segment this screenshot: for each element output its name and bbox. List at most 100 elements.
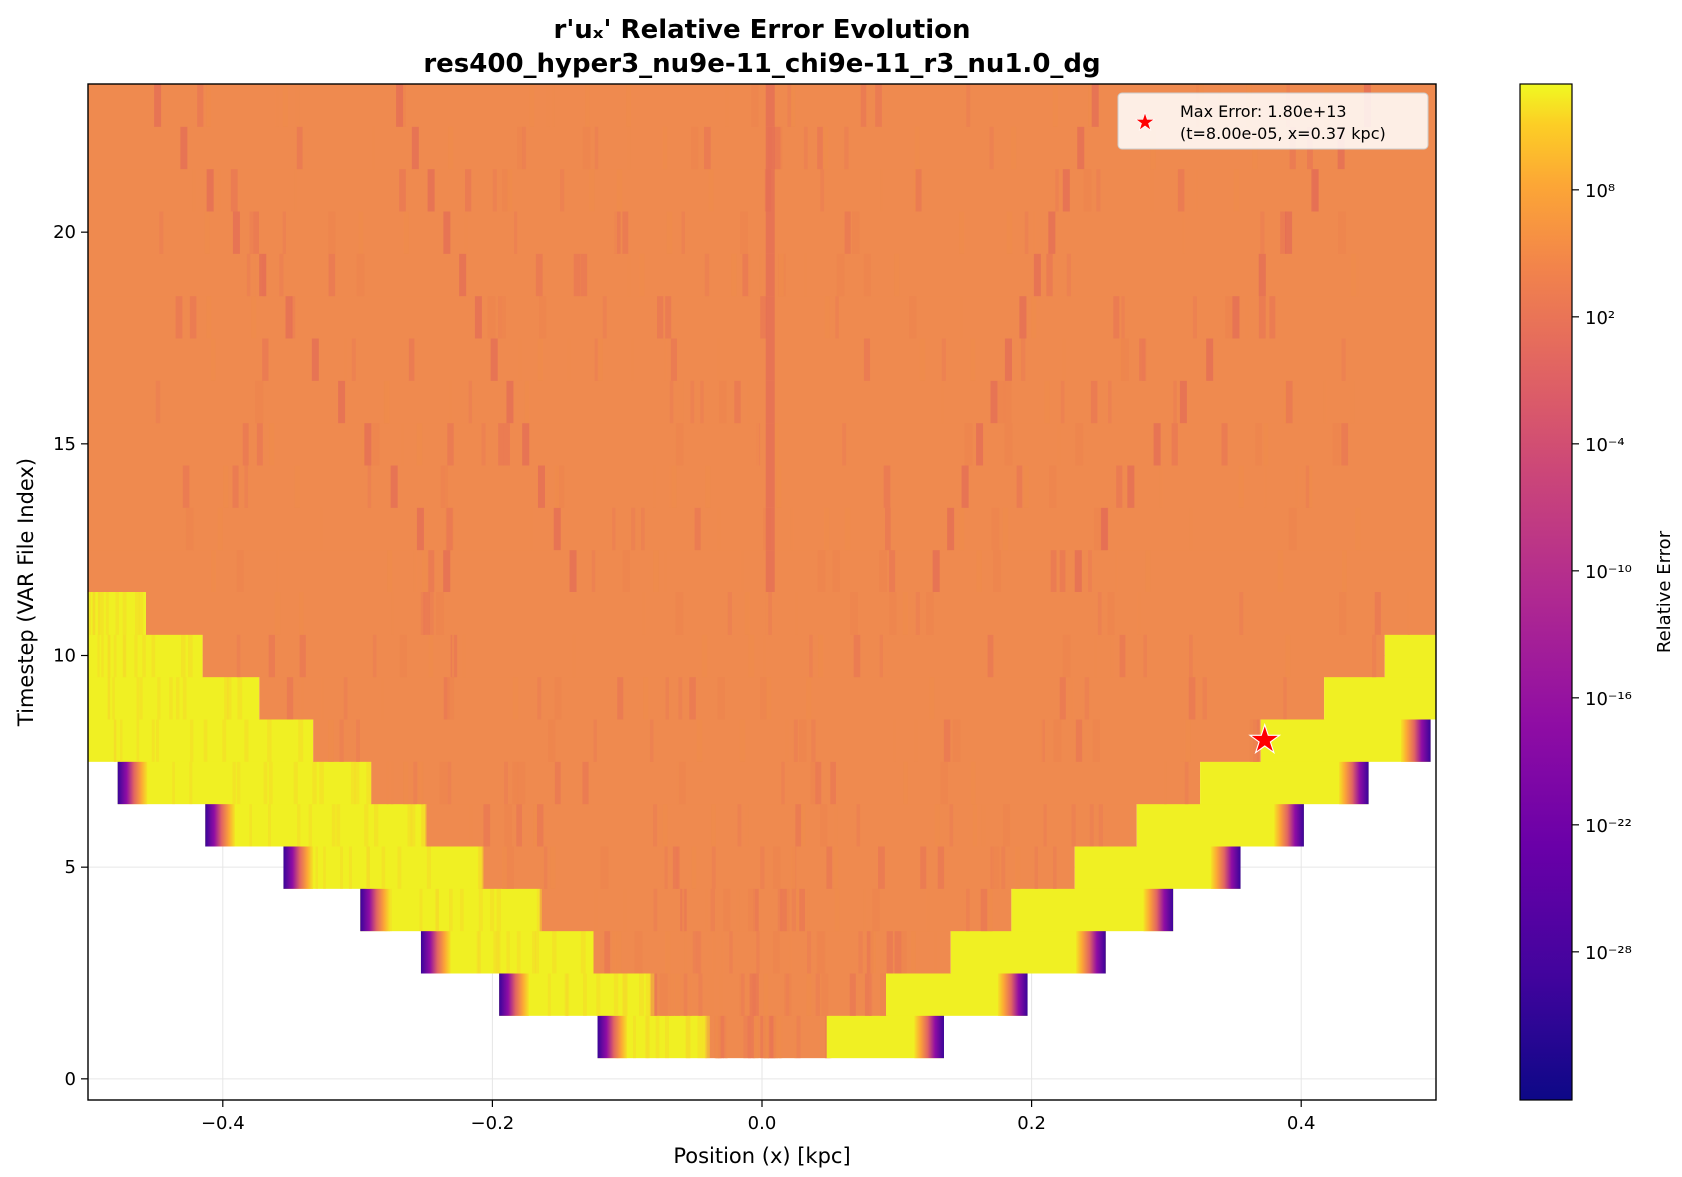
heatmap-texture — [634, 930, 643, 974]
heatmap-texture — [1016, 465, 1023, 508]
heatmap-front-texture — [645, 1015, 649, 1059]
heatmap-texture — [705, 888, 708, 932]
heatmap-texture — [1192, 295, 1197, 339]
heatmap-texture — [413, 549, 417, 593]
heatmap-texture — [588, 168, 595, 212]
heatmap-texture — [1075, 422, 1084, 466]
heatmap-texture — [886, 930, 893, 974]
heatmap-texture — [372, 126, 375, 170]
heatmap-texture — [390, 761, 394, 805]
heatmap-front-texture — [435, 888, 439, 932]
heatmap-texture — [514, 211, 518, 254]
heatmap-texture — [872, 888, 880, 932]
heatmap-front-texture — [97, 592, 101, 635]
heatmap-texture — [736, 888, 740, 932]
heatmap-texture — [989, 126, 994, 170]
heatmap-texture — [1015, 846, 1021, 889]
max-error-star-icon: ★ — [1250, 720, 1280, 760]
heatmap-texture — [878, 846, 885, 889]
heatmap-texture — [535, 253, 543, 297]
heatmap-texture — [356, 253, 365, 297]
heatmap-texture — [863, 253, 871, 297]
heatmap-texture — [819, 973, 822, 1016]
heatmap-tail-right — [914, 1015, 944, 1059]
heatmap-texture — [768, 592, 772, 635]
heatmap-texture — [987, 888, 993, 932]
heatmap-texture — [669, 465, 672, 508]
heatmap-streak — [1004, 338, 1012, 381]
heatmap-texture — [1185, 719, 1191, 762]
heatmap-texture — [815, 973, 820, 1016]
heatmap-texture — [756, 930, 760, 974]
heatmap-front-texture — [142, 634, 146, 678]
heatmap-texture — [602, 295, 607, 339]
heatmap-texture — [760, 846, 765, 889]
heatmap-front-texture — [112, 676, 115, 720]
heatmap-texture — [799, 719, 807, 762]
heatmap-texture — [678, 761, 686, 805]
heatmap-texture — [844, 211, 851, 254]
heatmap-texture — [1034, 846, 1038, 889]
heatmap-texture — [276, 549, 279, 593]
heatmap-streak — [1258, 253, 1266, 297]
heatmap-texture — [539, 295, 547, 339]
chart-title: r'uₓ' Relative Error Evolution — [554, 15, 971, 45]
heatmap-texture — [998, 380, 1006, 424]
heatmap-texture — [339, 719, 344, 762]
heatmap-texture — [594, 338, 599, 381]
heatmap-texture — [981, 803, 986, 847]
heatmap-front-texture — [564, 973, 568, 1016]
heatmap-streak — [990, 380, 998, 424]
heatmap-front-texture — [389, 888, 392, 932]
heatmap-texture — [1323, 380, 1327, 424]
heatmap-texture — [653, 465, 656, 508]
heatmap-texture — [600, 846, 609, 889]
heatmap-texture — [776, 1015, 781, 1059]
y-tick-label: 10 — [53, 646, 76, 667]
heatmap-texture — [1071, 803, 1076, 847]
legend: ★ Max Error: 1.80e+13 (t=8.00e-05, x=0.3… — [1117, 92, 1429, 150]
heatmap-texture — [1277, 549, 1284, 593]
heatmap-front-texture — [536, 888, 542, 932]
heatmap-texture — [328, 719, 334, 762]
heatmap-texture — [780, 888, 787, 932]
heatmap-texture — [420, 592, 426, 635]
heatmap-texture — [879, 634, 883, 678]
heatmap-texture — [1066, 253, 1072, 297]
heatmap-texture — [893, 719, 896, 762]
heatmap-texture — [1084, 676, 1090, 720]
heatmap-texture — [858, 930, 863, 974]
heatmap-texture — [883, 465, 891, 508]
heatmap-texture — [1043, 803, 1047, 847]
heatmap-texture — [722, 1015, 727, 1059]
heatmap-texture — [594, 126, 599, 170]
heatmap-texture — [1044, 380, 1050, 424]
heatmap-texture — [1139, 338, 1146, 381]
heatmap-texture — [253, 211, 259, 254]
heatmap-texture — [175, 295, 183, 339]
x-tick-label: 0.0 — [748, 1113, 777, 1134]
heatmap-streak — [765, 126, 775, 170]
x-axis-label: Position (x) [kpc] — [673, 1144, 850, 1168]
heatmap-texture — [824, 507, 830, 551]
heatmap-texture — [903, 761, 908, 805]
heatmap-front-texture — [410, 803, 416, 847]
heatmap-front-texture — [113, 634, 117, 678]
heatmap-tail-right — [1143, 888, 1174, 932]
heatmap-texture — [835, 295, 839, 339]
colorbar-tick-label: 10⁻¹⁰ — [1585, 562, 1632, 583]
heatmap-texture — [672, 846, 679, 889]
heatmap-texture — [1258, 295, 1266, 339]
heatmap-texture — [554, 761, 561, 805]
heatmap-front-texture — [101, 634, 104, 678]
heatmap-texture — [643, 676, 649, 720]
heatmap-front-texture — [107, 676, 111, 720]
heatmap-streak — [1127, 465, 1135, 508]
heatmap-streak — [443, 549, 451, 593]
heatmap-texture — [614, 211, 621, 254]
heatmap-texture — [684, 930, 687, 974]
heatmap-texture — [631, 338, 634, 381]
heatmap-texture — [582, 761, 589, 805]
heatmap-texture — [1283, 676, 1287, 720]
